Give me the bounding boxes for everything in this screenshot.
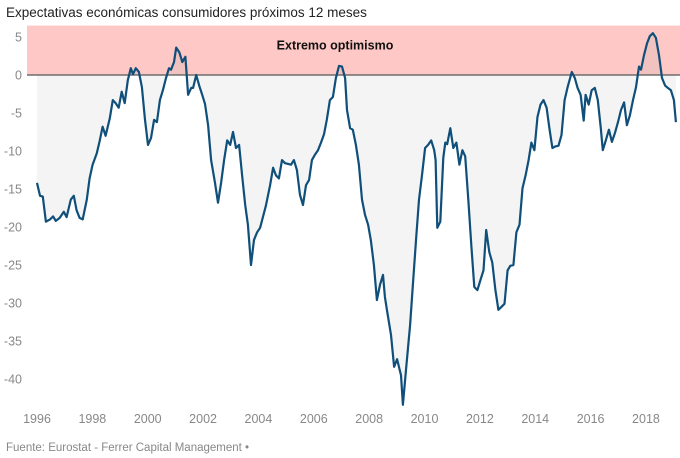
x-tick-label: 2008: [355, 412, 383, 426]
x-tick-label: 2004: [245, 412, 273, 426]
x-tick-label: 2000: [134, 412, 162, 426]
x-tick-label: 2002: [189, 412, 217, 426]
series-line-layer: [35, 32, 677, 406]
y-tick-label: -30: [4, 297, 22, 311]
y-tick-label: -35: [4, 335, 22, 349]
y-tick-label: -20: [4, 221, 22, 235]
x-tick-label: 2006: [300, 412, 328, 426]
y-tick-label: -25: [4, 259, 22, 273]
x-tick-label: 2018: [632, 412, 660, 426]
optimism-band-layer: [27, 25, 680, 76]
x-axis-ticks: 1996 1998 2000 2002 2004 2006 2008 2010 2012 2014…: [23, 412, 660, 426]
series-line: [35, 32, 677, 406]
y-tick-label: -15: [4, 183, 22, 197]
area-fill-layer: [37, 33, 676, 405]
y-tick-label: -5: [11, 107, 22, 121]
source-note: Fuente: Eurostat - Ferrer Capital Manage…: [6, 442, 250, 454]
x-tick-label: 2014: [521, 412, 549, 426]
y-axis-ticks: 5 0 -5 -10 -15 -20 -25 -30 -35 -40: [4, 31, 22, 387]
optimism-band: [27, 25, 680, 76]
y-tick-label: 5: [15, 31, 22, 45]
x-tick-label: 2016: [577, 412, 605, 426]
band-label: Extremo optimismo: [277, 38, 394, 52]
y-tick-label: -10: [4, 145, 22, 159]
y-tick-label: -40: [4, 373, 22, 387]
x-tick-label: 2010: [411, 412, 439, 426]
x-tick-label: 1998: [78, 412, 106, 426]
area-fill-below-zero: [37, 75, 676, 405]
chart-title: Expectativas económicas consumidores pró…: [6, 5, 367, 20]
x-tick-label: 2012: [466, 412, 494, 426]
x-tick-label: 1996: [23, 412, 51, 426]
y-tick-label: 0: [15, 69, 22, 83]
line-chart: 5 0 -5 -10 -15 -20 -25 -30 -35 -40 1996 1998 2000 20…: [4, 25, 680, 426]
